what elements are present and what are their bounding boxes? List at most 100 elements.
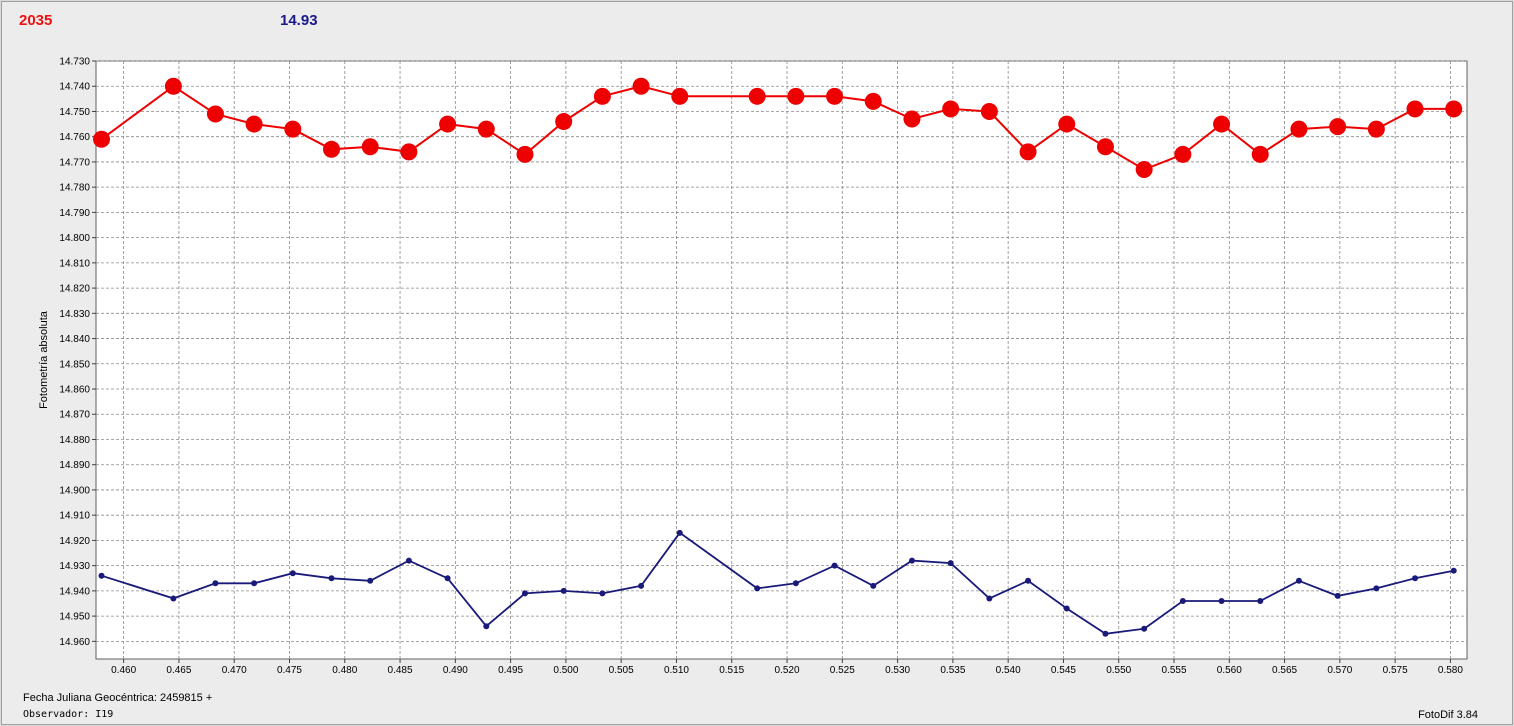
x-tick-label: 0.560 (1217, 665, 1242, 676)
series-1-point (93, 130, 111, 148)
series-1-point (1406, 100, 1424, 118)
series-2-point (483, 623, 490, 630)
series-1-point (516, 145, 534, 163)
x-tick-label: 0.535 (940, 665, 965, 676)
series-2-point (831, 562, 838, 569)
series-2-point (754, 585, 761, 592)
series-1-point (1135, 160, 1153, 178)
series-2-point (908, 557, 915, 564)
y-tick-label: 14.960 (59, 637, 90, 648)
y-tick-label: 14.940 (59, 586, 90, 597)
series-2-point (1179, 597, 1186, 604)
series-2-point (289, 570, 296, 577)
series-2-point (98, 572, 105, 579)
series-2-point (792, 580, 799, 587)
y-tick-label: 14.770 (59, 157, 90, 168)
julian-date-label: Fecha Juliana Geocéntrica: 2459815 + (23, 692, 213, 704)
y-tick-label: 14.800 (59, 233, 90, 244)
y-tick-label: 14.810 (59, 258, 90, 269)
y-tick-label: 14.850 (59, 359, 90, 370)
series-1-point (1290, 120, 1308, 138)
y-tick-label: 14.900 (59, 485, 90, 496)
series-1-point (206, 105, 224, 123)
comparison-label: 14.93 (280, 12, 318, 29)
y-tick-label: 14.760 (59, 132, 90, 143)
series-1-point (245, 115, 263, 133)
x-tick-label: 0.485 (388, 665, 413, 676)
x-tick-label: 0.495 (498, 665, 523, 676)
series-2-point (1295, 577, 1302, 584)
series-2-point (947, 560, 954, 567)
app-version-label: FotoDif 3.84 (1418, 709, 1478, 721)
series-1-point (1174, 145, 1192, 163)
x-tick-label: 0.515 (719, 665, 744, 676)
series-1-point (1251, 145, 1269, 163)
series-2-point (1257, 597, 1264, 604)
x-tick-label: 0.475 (277, 665, 302, 676)
x-tick-label: 0.465 (166, 665, 191, 676)
series-2-point (328, 575, 335, 582)
x-tick-label: 0.540 (996, 665, 1021, 676)
y-tick-label: 14.780 (59, 183, 90, 194)
y-tick-label: 14.790 (59, 208, 90, 219)
series-2-point (444, 575, 451, 582)
series-1-point (632, 77, 650, 95)
series-1-point (555, 113, 573, 131)
x-tick-label: 0.505 (609, 665, 634, 676)
series-2-point (212, 580, 219, 587)
y-tick-label: 14.920 (59, 536, 90, 547)
series-2-point (251, 580, 258, 587)
series-2-point (1334, 592, 1341, 599)
series-1-point (1445, 100, 1463, 118)
series-1-point (864, 92, 882, 110)
series-2-point (367, 577, 374, 584)
series-2-point (170, 595, 177, 602)
series-1-point (164, 77, 182, 95)
series-1-point (1019, 143, 1037, 161)
x-tick-label: 0.555 (1161, 665, 1186, 676)
observer-label: Observador: I19 (23, 709, 114, 720)
y-tick-label: 14.930 (59, 561, 90, 572)
x-tick-label: 0.530 (885, 665, 910, 676)
y-tick-label: 14.890 (59, 460, 90, 471)
series-2-point (1063, 605, 1070, 612)
x-tick-label: 0.575 (1383, 665, 1408, 676)
series-1-point (593, 87, 611, 105)
series-1-point (1213, 115, 1231, 133)
series-1-point (942, 100, 960, 118)
x-tick-label: 0.490 (443, 665, 468, 676)
x-tick-label: 0.550 (1106, 665, 1131, 676)
x-axis: 0.460 0.465 0.470 0.475 0.480 0.485 0.490 0.495… (111, 659, 1463, 676)
plot-area (95, 60, 1468, 660)
y-tick-label: 14.840 (59, 334, 90, 345)
series-1-point (787, 87, 805, 105)
y-tick-label: 14.750 (59, 107, 90, 118)
series-2-point (986, 595, 993, 602)
x-tick-label: 0.580 (1438, 665, 1463, 676)
y-axis: 14.730 14.740 14.750 14.760 14.770 14.780 14.7… (59, 57, 96, 648)
y-tick-label: 14.910 (59, 511, 90, 522)
series-2-point (560, 587, 567, 594)
series-2-point (638, 582, 645, 589)
x-tick-label: 0.525 (830, 665, 855, 676)
x-tick-label: 0.460 (111, 665, 136, 676)
series-2-point (870, 582, 877, 589)
x-tick-label: 0.480 (332, 665, 357, 676)
y-tick-label: 14.820 (59, 284, 90, 295)
series-1-point (400, 143, 418, 161)
series-1-point (826, 87, 844, 105)
series-1-point (284, 120, 302, 138)
y-axis-label: Fotometría absoluta (38, 310, 50, 409)
y-tick-label: 14.880 (59, 435, 90, 446)
series-1-point (323, 140, 341, 158)
series-2-point (1102, 630, 1109, 637)
series-group (93, 77, 1463, 637)
series-2-point (599, 590, 606, 597)
series-2-point (1412, 575, 1419, 582)
series-2-point (1373, 585, 1380, 592)
series-2-point (1025, 577, 1032, 584)
series-1-line (100, 84, 1454, 171)
target-label: 2035 (19, 12, 53, 29)
